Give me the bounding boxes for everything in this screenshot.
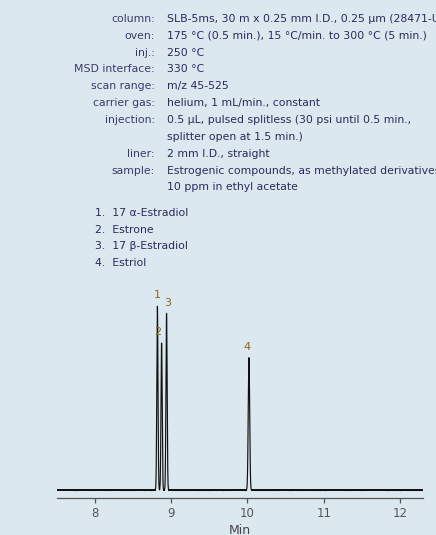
Text: m/z 45-525: m/z 45-525 (167, 81, 228, 91)
Text: helium, 1 mL/min., constant: helium, 1 mL/min., constant (167, 98, 320, 108)
Text: SLB-5ms, 30 m x 0.25 mm I.D., 0.25 μm (28471-U): SLB-5ms, 30 m x 0.25 mm I.D., 0.25 μm (2… (167, 14, 436, 24)
Text: sample:: sample: (112, 165, 155, 175)
Text: 250 °C: 250 °C (167, 48, 204, 58)
Text: 2.  Estrone: 2. Estrone (95, 225, 153, 234)
Text: oven:: oven: (124, 30, 155, 41)
Text: 3.  17 β-Estradiol: 3. 17 β-Estradiol (95, 241, 188, 251)
Text: liner:: liner: (127, 149, 155, 159)
Text: 10 ppm in ethyl acetate: 10 ppm in ethyl acetate (167, 182, 297, 193)
Text: 2: 2 (155, 327, 162, 337)
Text: 330 °C: 330 °C (167, 65, 204, 74)
Text: Estrogenic compounds, as methylated derivatives,: Estrogenic compounds, as methylated deri… (167, 165, 436, 175)
Text: column:: column: (111, 14, 155, 24)
Text: 3: 3 (164, 298, 172, 308)
Text: scan range:: scan range: (91, 81, 155, 91)
Text: splitter open at 1.5 min.): splitter open at 1.5 min.) (167, 132, 303, 142)
Text: carrier gas:: carrier gas: (93, 98, 155, 108)
Text: 0.5 μL, pulsed splitless (30 psi until 0.5 min.,: 0.5 μL, pulsed splitless (30 psi until 0… (167, 115, 411, 125)
Text: 175 °C (0.5 min.), 15 °C/min. to 300 °C (5 min.): 175 °C (0.5 min.), 15 °C/min. to 300 °C … (167, 30, 426, 41)
X-axis label: Min: Min (229, 524, 251, 535)
Text: inj.:: inj.: (135, 48, 155, 58)
Text: 2 mm I.D., straight: 2 mm I.D., straight (167, 149, 269, 159)
Text: 1.  17 α-Estradiol: 1. 17 α-Estradiol (95, 208, 188, 218)
Text: injection:: injection: (105, 115, 155, 125)
Text: 1: 1 (154, 291, 161, 301)
Text: 4.  Estriol: 4. Estriol (95, 258, 146, 268)
Text: MSD interface:: MSD interface: (74, 65, 155, 74)
Text: 4: 4 (243, 342, 250, 352)
